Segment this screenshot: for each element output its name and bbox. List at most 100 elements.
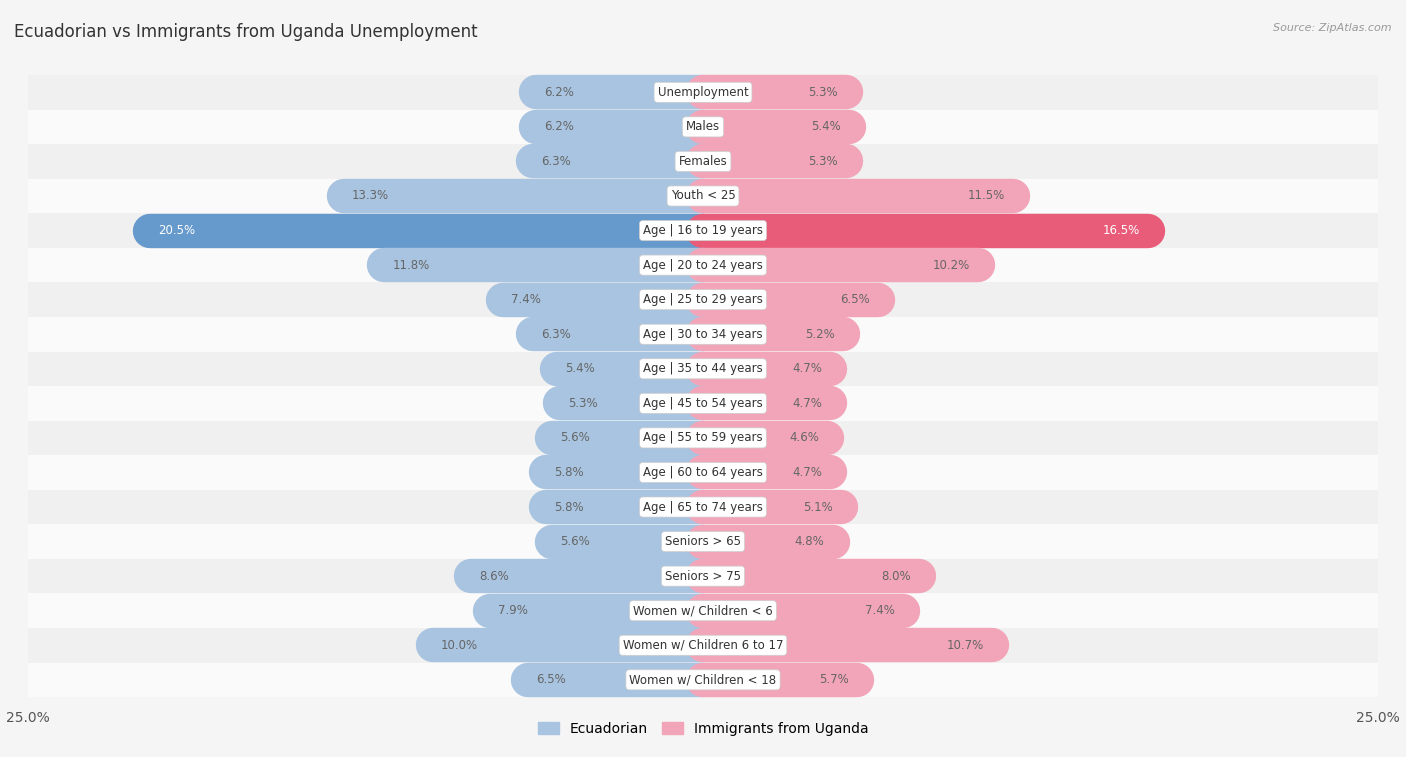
Text: Males: Males (686, 120, 720, 133)
Bar (28, 386, 1378, 421)
Bar (28, 455, 1378, 490)
Bar (433, 634, 703, 656)
Text: 5.1%: 5.1% (803, 500, 832, 513)
Bar (703, 289, 879, 310)
Bar (471, 565, 703, 587)
Text: 7.4%: 7.4% (512, 293, 541, 306)
Bar (703, 185, 1014, 207)
Text: 10.7%: 10.7% (946, 639, 984, 652)
Text: Youth < 25: Youth < 25 (671, 189, 735, 202)
Bar (28, 110, 1378, 144)
Bar (551, 427, 703, 449)
Text: 4.7%: 4.7% (792, 363, 821, 375)
Text: 11.5%: 11.5% (969, 189, 1005, 202)
Bar (28, 662, 1378, 697)
Bar (384, 254, 703, 276)
Bar (703, 634, 991, 656)
Bar (28, 421, 1378, 455)
Bar (703, 497, 841, 518)
Text: 4.7%: 4.7% (792, 397, 821, 410)
Bar (28, 144, 1378, 179)
Text: 4.6%: 4.6% (789, 431, 820, 444)
Bar (28, 593, 1378, 628)
Bar (28, 282, 1378, 317)
Bar (703, 151, 846, 172)
Bar (489, 600, 703, 621)
Bar (703, 220, 1149, 241)
Text: 5.4%: 5.4% (811, 120, 841, 133)
Text: Women w/ Children < 18: Women w/ Children < 18 (630, 673, 776, 687)
Bar (344, 185, 703, 207)
Bar (703, 427, 827, 449)
Bar (28, 317, 1378, 351)
Legend: Ecuadorian, Immigrants from Uganda: Ecuadorian, Immigrants from Uganda (533, 716, 873, 742)
Bar (557, 358, 703, 379)
Text: Age | 30 to 34 years: Age | 30 to 34 years (643, 328, 763, 341)
Bar (533, 323, 703, 345)
Text: 7.9%: 7.9% (498, 604, 527, 617)
Text: Age | 55 to 59 years: Age | 55 to 59 years (643, 431, 763, 444)
Bar (28, 248, 1378, 282)
Text: 5.3%: 5.3% (568, 397, 598, 410)
Text: Age | 60 to 64 years: Age | 60 to 64 years (643, 466, 763, 479)
Text: 6.5%: 6.5% (841, 293, 870, 306)
Text: 10.0%: 10.0% (441, 639, 478, 652)
Text: Seniors > 75: Seniors > 75 (665, 570, 741, 583)
Text: 6.3%: 6.3% (541, 155, 571, 168)
Text: 5.8%: 5.8% (554, 466, 583, 479)
Bar (703, 565, 920, 587)
Text: Ecuadorian vs Immigrants from Uganda Unemployment: Ecuadorian vs Immigrants from Uganda Une… (14, 23, 478, 41)
Bar (703, 462, 830, 483)
Text: 4.8%: 4.8% (794, 535, 824, 548)
Text: 6.2%: 6.2% (544, 86, 574, 99)
Text: 13.3%: 13.3% (352, 189, 389, 202)
Bar (28, 628, 1378, 662)
Bar (703, 254, 979, 276)
Text: Women w/ Children < 6: Women w/ Children < 6 (633, 604, 773, 617)
Bar (703, 82, 846, 103)
Bar (547, 462, 703, 483)
Bar (533, 151, 703, 172)
Bar (703, 393, 830, 414)
Text: Age | 16 to 19 years: Age | 16 to 19 years (643, 224, 763, 237)
Text: 6.5%: 6.5% (536, 673, 565, 687)
Bar (703, 358, 830, 379)
Text: 5.8%: 5.8% (554, 500, 583, 513)
Bar (703, 600, 903, 621)
Bar (28, 559, 1378, 593)
Bar (149, 220, 703, 241)
Text: 6.3%: 6.3% (541, 328, 571, 341)
Text: 5.6%: 5.6% (560, 431, 589, 444)
Text: 20.5%: 20.5% (157, 224, 195, 237)
Text: Source: ZipAtlas.com: Source: ZipAtlas.com (1274, 23, 1392, 33)
Text: Age | 45 to 54 years: Age | 45 to 54 years (643, 397, 763, 410)
Text: 5.4%: 5.4% (565, 363, 595, 375)
Bar (503, 289, 703, 310)
Bar (28, 179, 1378, 213)
Text: Seniors > 65: Seniors > 65 (665, 535, 741, 548)
Text: 5.3%: 5.3% (808, 155, 838, 168)
Bar (28, 351, 1378, 386)
Text: 10.2%: 10.2% (934, 259, 970, 272)
Bar (28, 525, 1378, 559)
Bar (547, 497, 703, 518)
Text: 5.7%: 5.7% (820, 673, 849, 687)
Bar (703, 531, 832, 553)
Text: Age | 65 to 74 years: Age | 65 to 74 years (643, 500, 763, 513)
Text: 16.5%: 16.5% (1104, 224, 1140, 237)
Bar (703, 323, 844, 345)
Text: 6.2%: 6.2% (544, 120, 574, 133)
Bar (28, 490, 1378, 525)
Bar (527, 669, 703, 690)
Text: Unemployment: Unemployment (658, 86, 748, 99)
Text: 5.3%: 5.3% (808, 86, 838, 99)
Bar (536, 82, 703, 103)
Text: 5.6%: 5.6% (560, 535, 589, 548)
Text: 7.4%: 7.4% (865, 604, 894, 617)
Text: Age | 25 to 29 years: Age | 25 to 29 years (643, 293, 763, 306)
Bar (703, 669, 856, 690)
Bar (536, 116, 703, 138)
Text: Age | 35 to 44 years: Age | 35 to 44 years (643, 363, 763, 375)
Bar (28, 75, 1378, 110)
Text: Women w/ Children 6 to 17: Women w/ Children 6 to 17 (623, 639, 783, 652)
